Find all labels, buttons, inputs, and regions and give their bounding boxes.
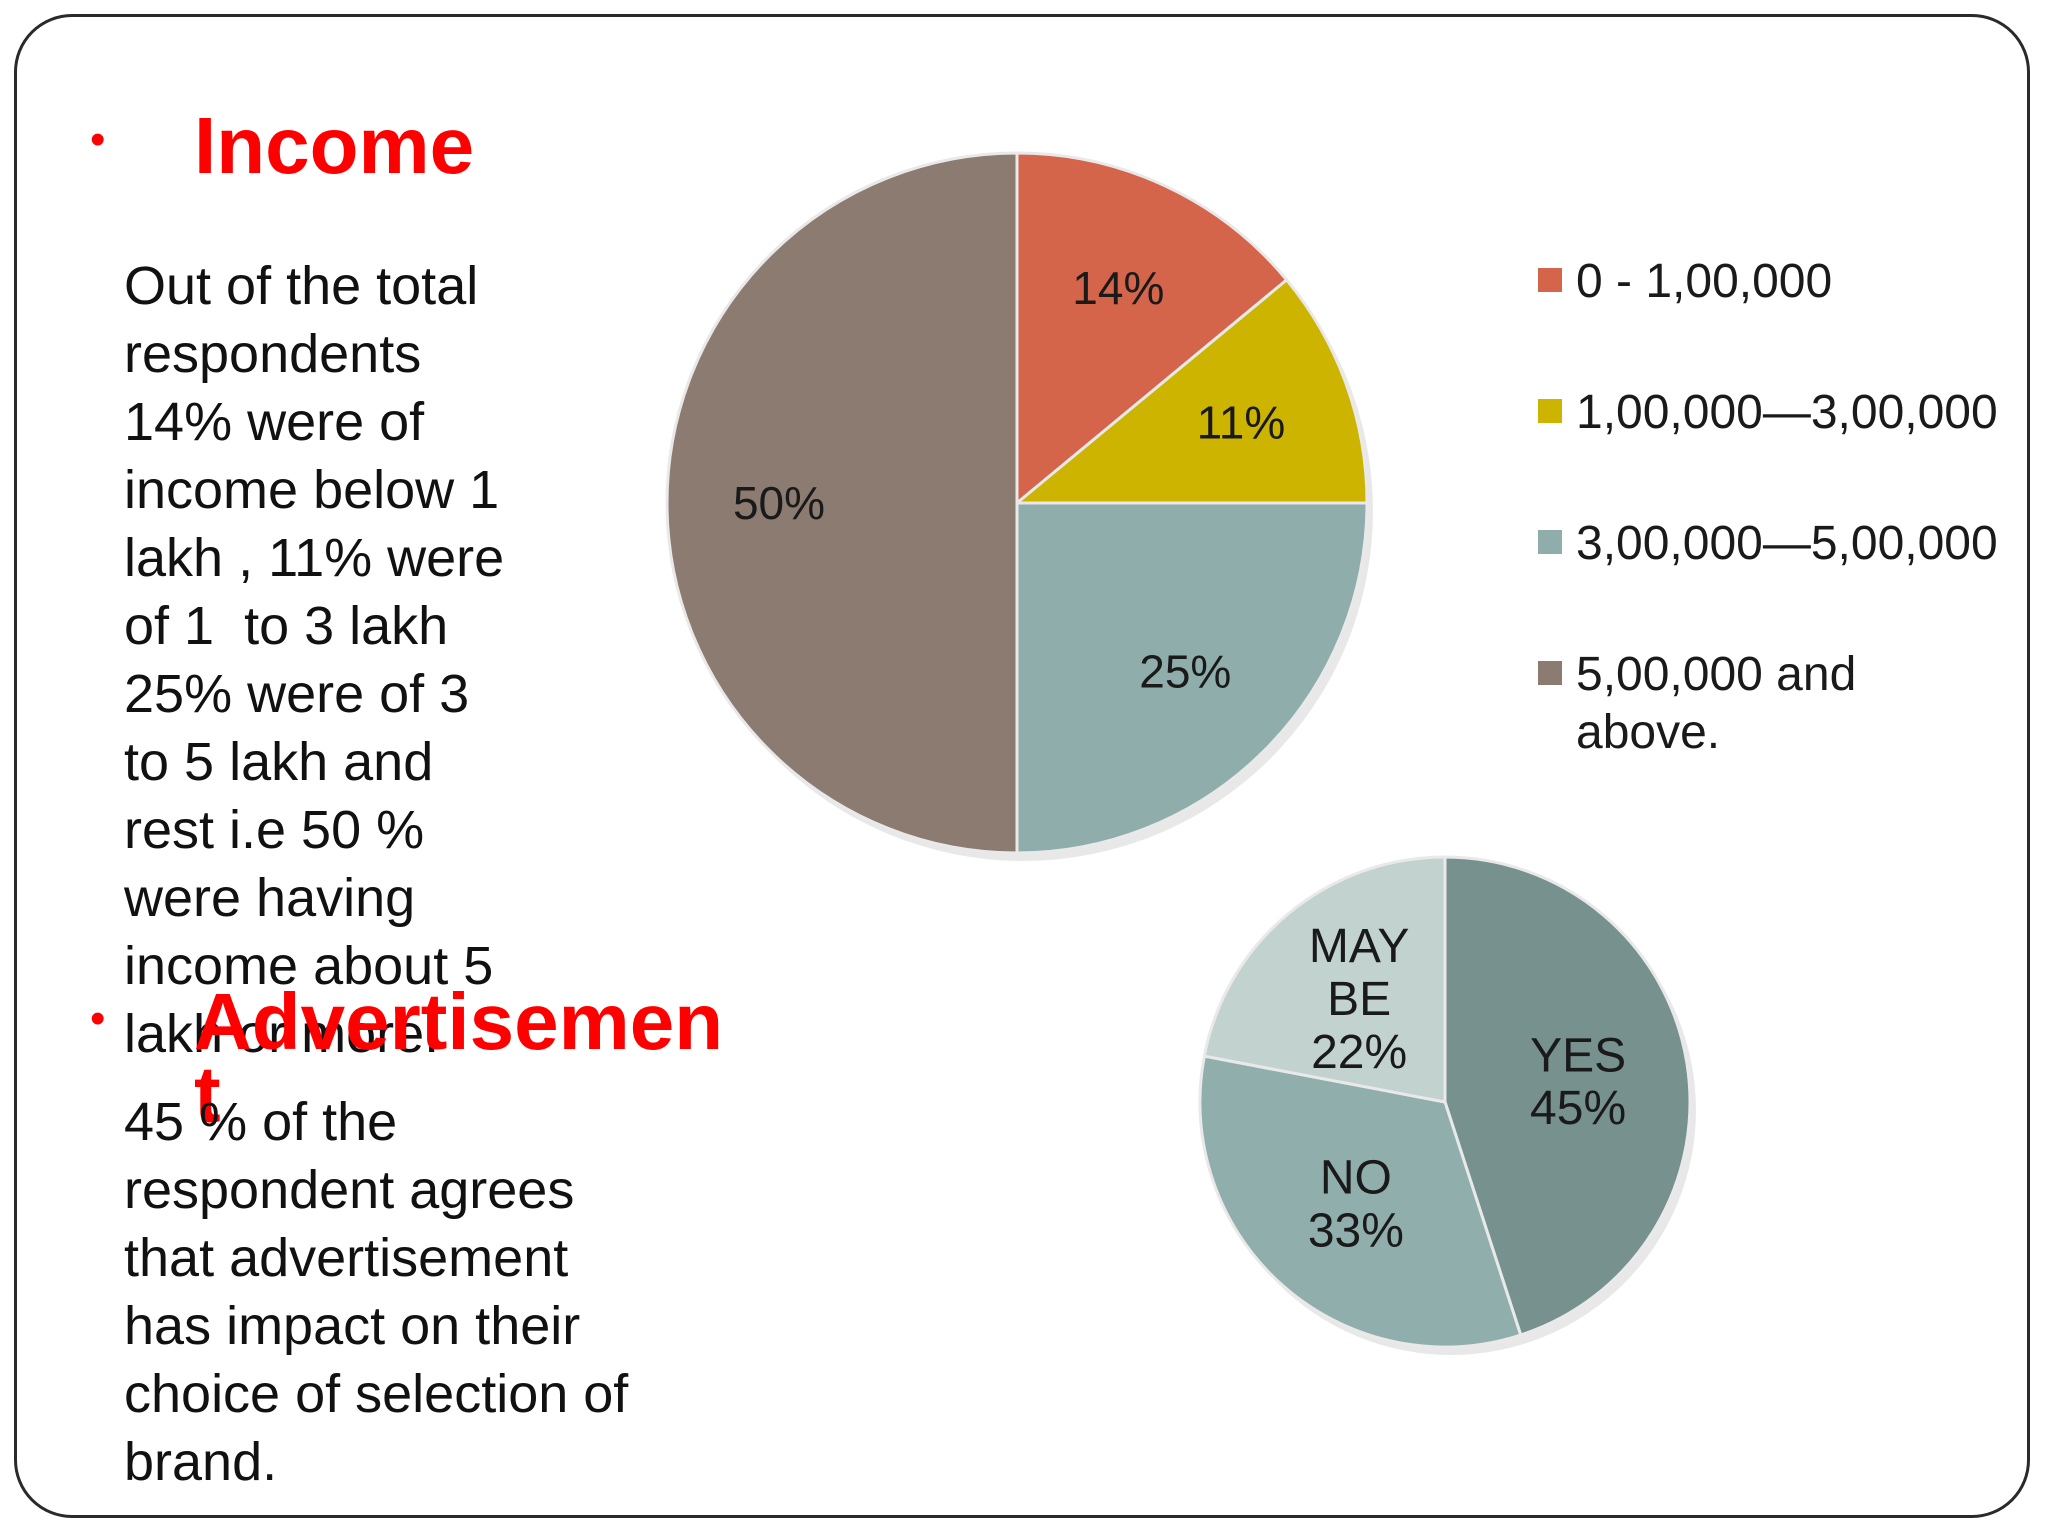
legend-label: 1,00,000—3,00,000 [1576,386,1998,439]
legend-item-1-00-000-3-00-000: 1,00,000—3,00,000 [1538,386,1998,439]
pie-slice-3-00-000-5-00-000 [1015,501,1369,855]
legend-label: 5,00,000 and above. [1576,648,1856,759]
pie-slice-0-1-00-000 [1015,151,1289,507]
legend-label: 0 - 1,00,000 [1576,255,1832,308]
pie-slice-1-00-000-3-00-000 [1012,277,1369,505]
pie-slice-yes [1443,855,1692,1337]
legend-swatch [1538,268,1562,292]
advertisement-heading-line2: t [194,1050,221,1139]
pie-slice-no [1198,1054,1523,1349]
pie-label-may-be: MAY BE 22% [1309,920,1409,1079]
income-description: Out of the total respondents 14% were of… [124,256,505,1064]
legend-item-3-00-000-5-00-000: 3,00,000—5,00,000 [1538,517,1998,570]
advertisement-heading-line1: Advertisemen [194,977,724,1066]
legend-swatch [1538,661,1562,685]
pie-slice-5-00-000-and-above [665,151,1019,855]
legend-swatch [1538,530,1562,554]
income-heading: Income [194,101,475,190]
legend-label: 3,00,000—5,00,000 [1576,517,1998,570]
pie-label-yes: YES 45% [1530,1029,1626,1135]
advertisement-heading: Advertisemen t [194,974,754,1139]
pie-slice-may-be [1202,855,1447,1104]
pie-label-0-1-00-000: 14% [1072,262,1164,314]
advertisement-bullet: • [90,994,106,1043]
pie-label-no: NO 33% [1308,1151,1404,1257]
legend-swatch [1538,399,1562,423]
legend-item-5-00-000-and-above: 5,00,000 and above. [1538,648,1856,759]
income-bullet: • [90,115,106,164]
pie-label-3-00-000-5-00-000: 25% [1139,645,1231,697]
pie-label-1-00-000-3-00-000: 11% [1197,396,1286,448]
pie-label-5-00-000-and-above: 50% [733,477,825,529]
legend-item-0-1-00-000: 0 - 1,00,000 [1538,255,1832,308]
advertisement-description: 45 % of the respondent agrees that adver… [124,1092,629,1492]
